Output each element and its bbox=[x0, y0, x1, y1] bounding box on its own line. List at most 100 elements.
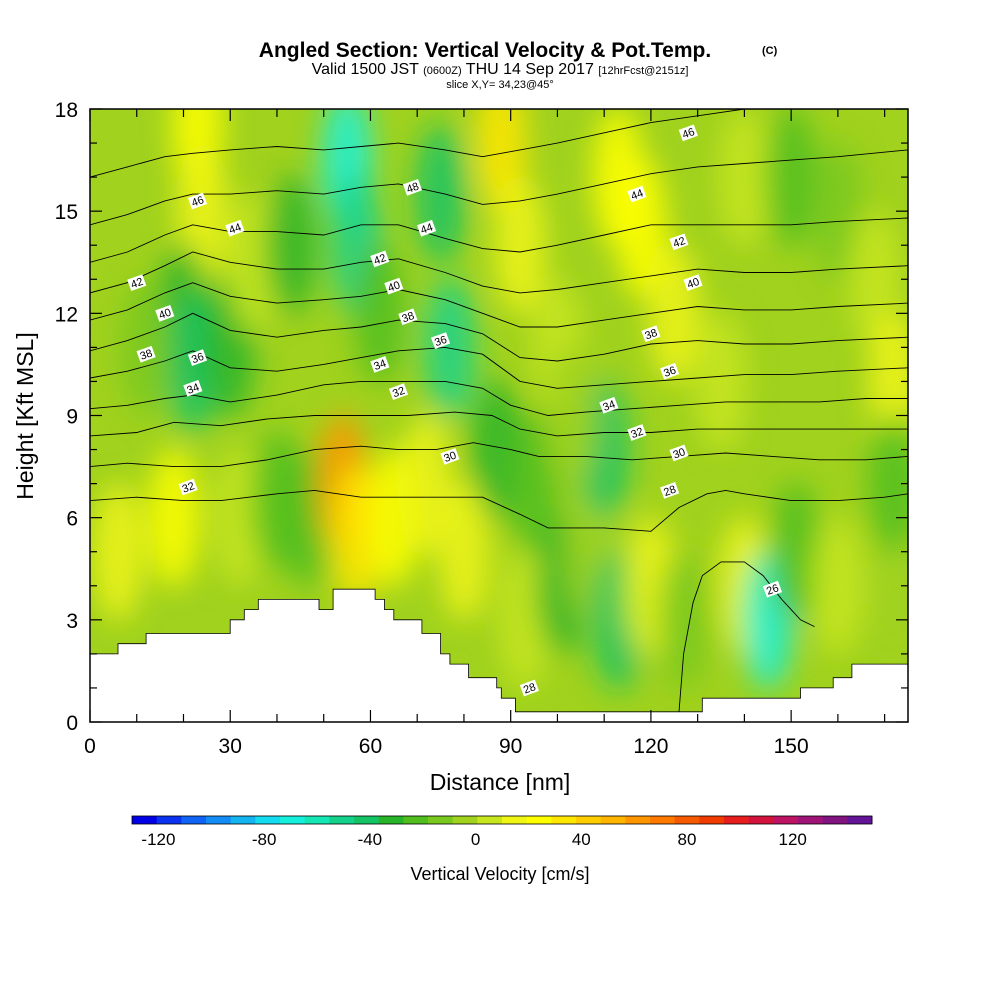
colorbar-swatch bbox=[502, 816, 528, 824]
contour-label: 36 bbox=[660, 362, 680, 380]
contour-label-text: 34 bbox=[372, 358, 388, 373]
colorbar-swatch bbox=[748, 816, 774, 824]
contour-line-42 bbox=[90, 251, 908, 294]
contour-label-box bbox=[398, 308, 418, 326]
contour-label: 40 bbox=[384, 277, 404, 295]
contour-label: 36 bbox=[431, 332, 451, 349]
colorbar-tick-label: 120 bbox=[779, 830, 807, 849]
contour-label-text: 30 bbox=[442, 450, 458, 465]
contour-label-text: 32 bbox=[629, 426, 645, 441]
contour-label-box bbox=[384, 277, 404, 295]
colorbar-swatch bbox=[526, 816, 552, 824]
contour-label: 32 bbox=[388, 383, 409, 400]
contour-label: 38 bbox=[136, 345, 156, 363]
contour-label: 32 bbox=[178, 478, 198, 496]
contour-label-text: 30 bbox=[671, 446, 687, 461]
contour-label: 44 bbox=[416, 219, 437, 237]
colorbar-swatch bbox=[798, 816, 824, 824]
contour-label-box bbox=[155, 304, 175, 322]
x-tick-label: 60 bbox=[359, 735, 382, 758]
velocity-cell bbox=[648, 243, 701, 384]
x-tick-label: 0 bbox=[84, 735, 96, 758]
x-axis-label: Distance [nm] bbox=[430, 769, 571, 795]
contour-label-text: 28 bbox=[662, 484, 678, 499]
colorbar-frame bbox=[131, 815, 873, 825]
velocity-cell bbox=[92, 481, 145, 622]
colorbar-swatch bbox=[428, 816, 454, 824]
y-tick-label: 18 bbox=[55, 99, 78, 122]
terrain-mask bbox=[90, 588, 908, 722]
contour-label-box bbox=[599, 396, 619, 414]
colorbar-swatch bbox=[674, 816, 700, 824]
colorbar-tick-label: -120 bbox=[141, 830, 175, 849]
contour-label: 32 bbox=[627, 424, 647, 441]
colorbar-tick-label: -80 bbox=[252, 830, 277, 849]
contour-label-text: 42 bbox=[671, 235, 687, 250]
contour-label-box bbox=[627, 424, 647, 441]
contour-label: 38 bbox=[641, 325, 661, 342]
velocity-cell bbox=[811, 515, 864, 656]
contour-label-box bbox=[440, 447, 460, 465]
contour-label-text: 48 bbox=[405, 181, 421, 196]
subtitle-date: THU 14 Sep 2017 bbox=[466, 61, 594, 78]
velocity-cell bbox=[494, 175, 547, 316]
contour-label-box bbox=[683, 274, 703, 292]
contour-line-28 bbox=[90, 489, 908, 532]
y-axis-label: Height [Kft MSL] bbox=[12, 332, 38, 499]
colorbar-swatch bbox=[132, 816, 158, 824]
contour-line-26 bbox=[678, 561, 815, 712]
contour-label-text: 40 bbox=[686, 276, 702, 291]
contour-label: 40 bbox=[683, 274, 703, 292]
contour-label: 42 bbox=[669, 233, 689, 251]
contour-label: 28 bbox=[519, 679, 539, 697]
velocity-cell bbox=[695, 311, 748, 452]
contour-label-text: 40 bbox=[157, 307, 173, 322]
contour-label-text: 42 bbox=[129, 276, 145, 291]
contour-label-box bbox=[370, 356, 390, 373]
colorbar-swatch bbox=[354, 816, 380, 824]
colorbar-swatch bbox=[477, 816, 503, 824]
y-tick-label: 12 bbox=[55, 303, 78, 326]
contour-label-text: 34 bbox=[185, 381, 201, 396]
contour-label-box bbox=[762, 580, 783, 598]
contour-line-32 bbox=[90, 411, 908, 437]
contour-label-text: 36 bbox=[190, 351, 206, 366]
x-tick-label: 90 bbox=[499, 735, 522, 758]
velocity-cell bbox=[120, 277, 173, 418]
colorbar-swatch bbox=[181, 816, 207, 824]
colorbar: -120 -80 -40 0 40 80 120 bbox=[131, 815, 873, 849]
velocity-cell bbox=[811, 141, 864, 282]
y-tick-label: 15 bbox=[55, 201, 78, 224]
colorbar-swatch bbox=[329, 816, 355, 824]
chart-title-suffix: (C) bbox=[762, 45, 778, 57]
velocity-cell bbox=[414, 124, 467, 265]
colorbar-swatch bbox=[304, 816, 330, 824]
colorbar-tick-label: 40 bbox=[572, 830, 591, 849]
contour-label-text: 38 bbox=[643, 327, 659, 342]
velocity-cell bbox=[718, 109, 771, 248]
contour-label-text: 26 bbox=[765, 582, 781, 597]
colorbar-swatch bbox=[551, 816, 577, 824]
contour-line-38 bbox=[90, 312, 908, 362]
contour-label: 30 bbox=[669, 444, 689, 462]
colorbar-swatch bbox=[600, 816, 626, 824]
contour-label-text: 40 bbox=[386, 279, 402, 294]
velocity-cell bbox=[769, 481, 822, 622]
contour-label-text: 44 bbox=[629, 187, 645, 202]
y-tick-label: 0 bbox=[66, 712, 78, 735]
colorbar-swatch bbox=[650, 816, 676, 824]
velocity-cell bbox=[423, 277, 476, 418]
contour-label: 44 bbox=[225, 219, 245, 237]
subtitle-forecast: [12hrFcst@2151z] bbox=[598, 65, 688, 77]
subtitle-utc-time: (0600Z) bbox=[423, 65, 462, 77]
x-tick-label: 120 bbox=[633, 735, 668, 758]
contour-label-box bbox=[669, 233, 689, 251]
contour-label-box bbox=[370, 250, 390, 268]
contour-label-text: 32 bbox=[391, 385, 407, 400]
contour-label-box bbox=[178, 478, 198, 496]
terrain-profile bbox=[90, 588, 908, 722]
vertical-velocity-field bbox=[92, 109, 908, 690]
velocity-cell bbox=[545, 345, 598, 486]
